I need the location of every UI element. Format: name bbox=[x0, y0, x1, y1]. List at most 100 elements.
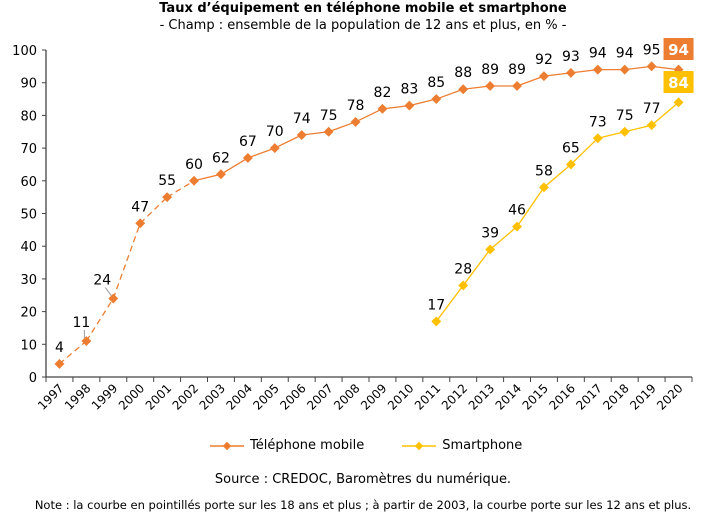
x-tick-label: 1999 bbox=[89, 381, 120, 412]
data-label: 24 bbox=[93, 273, 111, 289]
series-segment bbox=[462, 249, 491, 286]
data-label: 92 bbox=[535, 52, 553, 68]
y-tick-label: 60 bbox=[20, 175, 37, 190]
series-segment bbox=[274, 134, 302, 149]
x-tick-label: 2010 bbox=[385, 381, 416, 412]
series-segment bbox=[301, 131, 329, 136]
data-point bbox=[592, 64, 603, 75]
legend: Téléphone mobile Smartphone bbox=[210, 438, 522, 453]
data-point bbox=[108, 293, 119, 304]
data-point bbox=[539, 71, 549, 82]
data-label: 88 bbox=[454, 65, 472, 81]
series-segment bbox=[624, 65, 652, 71]
data-label: 78 bbox=[347, 98, 365, 114]
source-text: Source : CREDOC, Baromètres du numérique… bbox=[214, 472, 512, 487]
y-tick-label: 80 bbox=[20, 109, 37, 124]
data-label: 55 bbox=[158, 173, 176, 189]
data-label: 11 bbox=[72, 315, 90, 331]
series-segment bbox=[436, 88, 464, 100]
final-value-box bbox=[663, 71, 694, 93]
x-tick-label: 2015 bbox=[520, 381, 551, 412]
x-tick-label: 1998 bbox=[62, 381, 93, 412]
x-tick-label: 2000 bbox=[116, 381, 147, 412]
y-tick-label: 0 bbox=[29, 371, 37, 386]
legend-label-telephone: Téléphone mobile bbox=[250, 438, 365, 453]
data-point bbox=[135, 218, 146, 229]
x-tick-label: 2018 bbox=[600, 381, 631, 412]
data-label: 94 bbox=[589, 46, 607, 62]
data-point bbox=[485, 81, 496, 91]
leader-line bbox=[104, 287, 112, 296]
series-segment bbox=[220, 157, 249, 175]
series-segment bbox=[516, 186, 545, 227]
series-segment bbox=[382, 104, 410, 110]
y-tick-label: 10 bbox=[20, 338, 37, 353]
x-tick-label: 2011 bbox=[412, 381, 443, 412]
legend-marker-smartphone bbox=[402, 441, 437, 450]
legend-item-telephone: Téléphone mobile bbox=[210, 438, 364, 453]
y-tick-label: 30 bbox=[20, 273, 37, 288]
series-segment bbox=[463, 85, 491, 90]
data-label: 58 bbox=[535, 163, 553, 179]
data-label: 67 bbox=[239, 134, 257, 150]
series-segment bbox=[59, 340, 87, 365]
data-label: 75 bbox=[616, 108, 634, 124]
x-tick-label: 1997 bbox=[35, 381, 66, 412]
series-segment bbox=[247, 147, 276, 159]
data-point bbox=[539, 182, 549, 193]
y-tick-label: 70 bbox=[20, 142, 37, 157]
series-segment bbox=[570, 137, 599, 165]
y-tick-label: 100 bbox=[12, 44, 37, 59]
data-point bbox=[646, 61, 657, 72]
data-label: 74 bbox=[293, 111, 311, 127]
data-point bbox=[619, 64, 630, 75]
data-label: 77 bbox=[643, 101, 661, 117]
legend-label-smartphone: Smartphone bbox=[442, 438, 523, 453]
series-segment bbox=[355, 108, 383, 123]
data-label: 94 bbox=[668, 41, 689, 59]
data-label: 95 bbox=[643, 42, 661, 58]
data-label: 73 bbox=[589, 114, 607, 130]
series-segment bbox=[489, 226, 518, 250]
data-label: 46 bbox=[508, 203, 526, 219]
data-label: 4 bbox=[55, 340, 64, 356]
y-tick-label: 50 bbox=[20, 208, 37, 223]
data-point bbox=[162, 192, 173, 203]
series-segment bbox=[139, 196, 168, 224]
series-segment bbox=[543, 163, 572, 188]
y-tick-label: 90 bbox=[20, 77, 37, 92]
data-point bbox=[269, 143, 280, 154]
data-label: 85 bbox=[427, 75, 445, 91]
data-point bbox=[673, 97, 684, 108]
data-label: 89 bbox=[508, 62, 526, 78]
data-point bbox=[592, 133, 603, 144]
data-label: 89 bbox=[481, 62, 499, 78]
data-label: 65 bbox=[562, 140, 580, 156]
series-segment bbox=[409, 98, 437, 107]
data-point bbox=[619, 126, 630, 137]
data-point bbox=[431, 94, 442, 104]
x-tick-label: 2020 bbox=[654, 381, 685, 412]
data-point bbox=[242, 152, 253, 163]
series-segment bbox=[166, 180, 195, 198]
series-segment bbox=[516, 75, 545, 87]
data-point bbox=[350, 116, 361, 127]
legend-marker-telephone bbox=[210, 441, 244, 450]
series-segment bbox=[597, 131, 625, 139]
y-tick-label: 40 bbox=[20, 240, 37, 255]
data-point bbox=[323, 126, 334, 137]
data-point bbox=[458, 84, 469, 95]
series-segment bbox=[651, 101, 679, 126]
data-label: 75 bbox=[320, 108, 338, 124]
x-tick-label: 2017 bbox=[573, 381, 604, 412]
data-label: 17 bbox=[427, 297, 445, 313]
y-tick-label: 20 bbox=[20, 306, 37, 321]
series-segment bbox=[570, 68, 598, 74]
x-tick-label: 2008 bbox=[331, 381, 362, 412]
data-label: 47 bbox=[131, 199, 149, 215]
data-label: 60 bbox=[185, 157, 203, 173]
x-tick-label: 2009 bbox=[358, 381, 389, 412]
final-value-box bbox=[663, 38, 694, 60]
chart-title: Taux d’équipement en téléphone mobile et… bbox=[159, 1, 567, 16]
